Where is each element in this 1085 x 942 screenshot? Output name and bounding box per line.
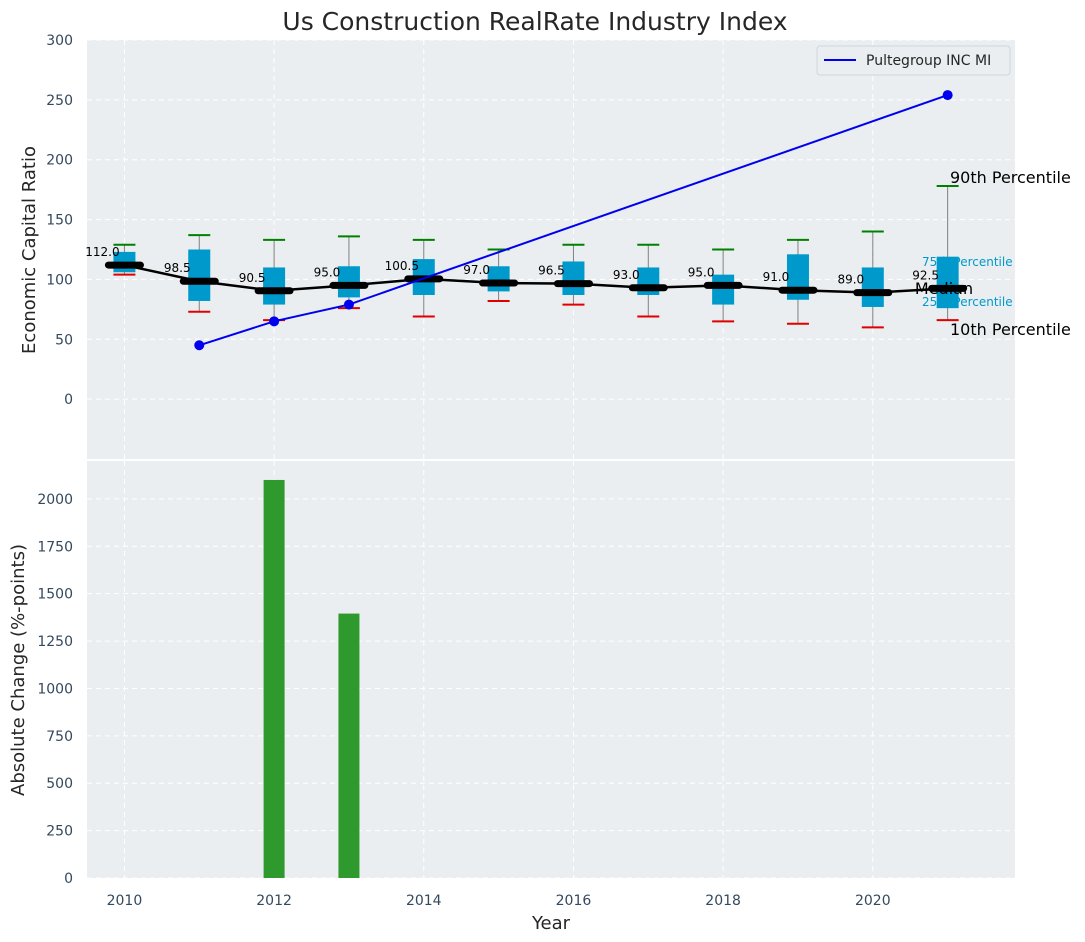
median-data-label: 89.0 — [837, 273, 864, 287]
median-data-label: 95.0 — [314, 265, 341, 279]
annotation-p10: 10th Percentile — [950, 320, 1071, 339]
bottom-y-tick-label: 1000 — [37, 681, 73, 697]
bottom-y-tick-label: 750 — [46, 729, 73, 745]
company-line — [198, 94, 948, 347]
bottom-y-tick-label: 1750 — [37, 539, 73, 555]
x-tick-label: 2016 — [556, 893, 592, 909]
chart-title: Us Construction RealRate Industry Index — [282, 7, 787, 36]
box — [337, 266, 360, 298]
box — [936, 256, 959, 309]
x-tick-label: 2018 — [705, 893, 741, 909]
bottom-gridlines — [87, 461, 1015, 879]
median-data-label: 91.0 — [763, 270, 790, 284]
top-panel-background — [87, 40, 1015, 459]
median-line-group: 112.0 98.5 90.5 95.0 100.5 97.0 96.5 93.0 95.0 91… — [85, 245, 968, 297]
bottom-y-axis-label: Absolute Change (%-points) — [8, 544, 29, 796]
bottom-panel-background — [87, 461, 1015, 878]
x-tick-label: 2020 — [855, 893, 891, 909]
company-series — [194, 90, 953, 351]
top-y-tick-label: 250 — [46, 93, 73, 109]
company-point — [194, 340, 205, 351]
box — [487, 266, 510, 292]
median-data-label: 100.5 — [385, 259, 419, 273]
top-y-tick-label: 50 — [55, 332, 73, 348]
legend-box — [816, 45, 1011, 76]
annotation-p75: 75th Percentile — [922, 255, 1013, 269]
top-panel: 0 50 100 150 200 250 300 112.0 98.5 90.5 95.0 100.… — [19, 33, 1071, 459]
percentile-annotations: 90th Percentile 75th Percentile Median 2… — [915, 168, 1071, 339]
annotation-p25: 25th Percentile — [922, 295, 1013, 309]
legend: Pultegroup INC MI — [816, 45, 1011, 76]
annotation-median: Median — [915, 279, 973, 298]
top-y-tick-label: 200 — [46, 153, 73, 169]
box — [263, 267, 286, 305]
bottom-y-ticks: 0 250 500 750 1000 1250 1500 1750 2000 — [37, 492, 73, 887]
median-data-label: 112.0 — [85, 245, 119, 259]
median-data-label: 95.0 — [688, 265, 715, 279]
bottom-y-tick-label: 1500 — [37, 587, 73, 603]
bottom-y-tick-label: 2000 — [37, 492, 73, 508]
company-point — [343, 299, 354, 310]
legend-label: Pultegroup INC MI — [866, 53, 991, 69]
top-y-ticks: 0 50 100 150 200 250 300 — [46, 33, 73, 408]
box — [861, 267, 884, 307]
top-y-axis-label: Economic Capital Ratio — [19, 146, 40, 354]
bottom-y-tick-label: 500 — [46, 776, 73, 792]
median-data-label: 92.5 — [912, 268, 939, 282]
bottom-y-tick-label: 0 — [64, 871, 73, 887]
x-axis-label: Year — [531, 913, 571, 934]
median-data-label: 90.5 — [239, 271, 266, 285]
bottom-y-tick-label: 1250 — [37, 634, 73, 650]
median-data-label: 93.0 — [613, 268, 640, 282]
bar — [338, 613, 360, 878]
x-ticks: 2010 2012 2014 2016 2018 2020 — [107, 893, 891, 909]
median-data-label: 96.5 — [538, 264, 565, 278]
box — [562, 261, 585, 295]
x-tick-label: 2014 — [406, 893, 442, 909]
bars — [263, 479, 360, 878]
top-y-tick-label: 150 — [46, 213, 73, 229]
box-plots — [113, 185, 959, 329]
company-point — [942, 90, 953, 101]
bar — [263, 479, 285, 878]
box — [712, 274, 735, 305]
box — [188, 249, 211, 301]
x-tick-label: 2012 — [256, 893, 292, 909]
median-data-label: 97.0 — [463, 263, 490, 277]
company-point — [269, 316, 280, 327]
x-tick-label: 2010 — [107, 893, 143, 909]
top-y-tick-label: 0 — [64, 392, 73, 408]
bottom-y-tick-label: 250 — [46, 824, 73, 840]
median-data-label: 98.5 — [164, 261, 191, 275]
top-y-tick-label: 300 — [46, 33, 73, 49]
annotation-p90: 90th Percentile — [950, 168, 1071, 187]
top-y-tick-label: 100 — [46, 272, 73, 288]
